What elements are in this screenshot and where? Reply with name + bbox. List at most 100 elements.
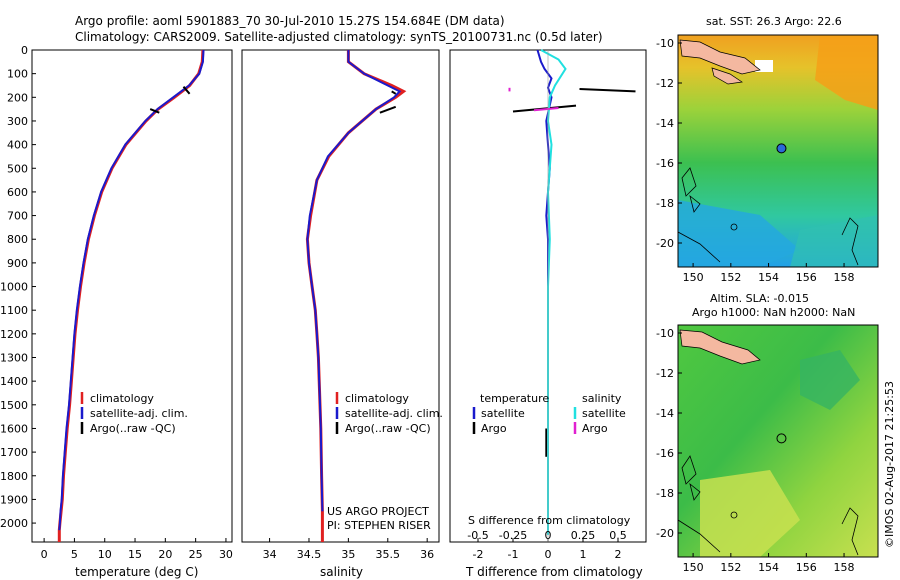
- sst-lat-ticklabel: -10: [656, 37, 674, 50]
- sst-map-xticks: 150 152 154 156 158: [683, 263, 855, 284]
- sst-warm-patch: [815, 35, 878, 110]
- legend-argo-label: Argo(..raw -QC): [345, 422, 431, 435]
- sla-map-title-2: Argo h1000: NaN h2000: NaN: [692, 306, 855, 319]
- temperature-legend: climatology satellite-adj. clim. Argo(..…: [80, 392, 188, 435]
- temperature-x-ticklabel: 10: [98, 548, 112, 561]
- sst-coast-3: [841, 217, 859, 266]
- sst-cloud-mask: [755, 60, 773, 72]
- salinity-xticks: 34 34.5 35 35.5 36: [263, 538, 434, 561]
- s-difference-ticklabel: -0.25: [499, 529, 527, 542]
- temperature-yticks: 0 100 200 300 400 500 600 700 800 900 1000 1100 1200…: [0, 44, 36, 530]
- depth-ticklabel: 200: [7, 91, 28, 104]
- depth-ticklabel: 500: [7, 162, 28, 175]
- sst-land-2: [711, 67, 743, 85]
- sst-lon-ticklabel: 156: [796, 271, 817, 284]
- sst-cool-patch-2: [790, 215, 878, 267]
- sla-coast-3: [841, 507, 859, 556]
- satellite-adj-clim--line: [58, 49, 205, 531]
- sla-low-patch: [700, 470, 800, 557]
- sla-map-yticks: -10 -12 -14 -16 -18 -20: [656, 327, 682, 540]
- depth-ticklabel: 1700: [0, 446, 28, 459]
- difference-series: [508, 49, 636, 542]
- sst-lon-ticklabel: 158: [834, 271, 855, 284]
- imos-credit: ©IMOS 02-Aug-2017 21:25:53: [883, 381, 896, 548]
- legend-climatology-label: climatology: [90, 392, 154, 405]
- sst-reef-marker: [730, 223, 738, 231]
- depth-ticklabel: 1800: [0, 470, 28, 483]
- sst-map-title: sat. SST: 26.3 Argo: 22.6: [706, 15, 842, 28]
- sla-lon-ticklabel: 150: [683, 561, 704, 574]
- argo-raw-qc--segment-1: [379, 105, 397, 114]
- legend-climatology-label: climatology: [345, 392, 409, 405]
- sla-argo-marker: [776, 433, 787, 444]
- sst-lat-ticklabel: -14: [656, 117, 674, 130]
- argo-raw-qc--segment-0: [182, 86, 191, 95]
- s-difference-ticklabel: -0.5: [467, 529, 488, 542]
- sst-argo-marker: [776, 143, 787, 154]
- sst-cool-patch: [678, 200, 800, 267]
- depth-ticklabel: 1500: [0, 399, 28, 412]
- difference-x-ticklabel: 0: [545, 548, 552, 561]
- legend-s-satellite-label: satellite: [582, 407, 626, 420]
- depth-ticklabel: 600: [7, 186, 28, 199]
- temperature-x-ticklabel: 5: [71, 548, 78, 561]
- sla-map-frame: [677, 324, 879, 558]
- sst-coast-2: [677, 231, 721, 263]
- sst-map-yticks: -10 -12 -14 -16 -18 -20: [656, 37, 682, 250]
- sla-coast-2: [677, 519, 721, 553]
- depth-ticklabel: 1400: [0, 375, 28, 388]
- sst-lat-ticklabel: -18: [656, 197, 674, 210]
- temperature-x-ticklabel: 15: [128, 548, 142, 561]
- salinity-x-ticklabel: 34: [263, 548, 277, 561]
- sla-lat-ticklabel: -18: [656, 487, 674, 500]
- sla-map-title-1: Altim. SLA: -0.015: [710, 292, 809, 305]
- sla-lat-ticklabel: -16: [656, 447, 674, 460]
- sla-lon-ticklabel: 152: [720, 561, 741, 574]
- sst-lon-ticklabel: 152: [720, 271, 741, 284]
- sst-lon-ticklabel: 150: [683, 271, 704, 284]
- sla-lon-ticklabel: 158: [834, 561, 855, 574]
- sst-land: [679, 39, 761, 75]
- depth-ticklabel: 1000: [0, 281, 28, 294]
- temperature-series: [57, 49, 205, 542]
- difference-xticks: -2 -1 0 1 2: [473, 538, 622, 561]
- salinity-x-ticklabel: 34.5: [297, 548, 322, 561]
- depth-ticklabel: 1300: [0, 352, 28, 365]
- s-difference-ticklabels: -0.5 -0.25 0 0.25 0.5: [467, 529, 626, 542]
- sla-reef-marker: [730, 511, 738, 519]
- salinity-legend: climatology satellite-adj. clim. Argo(..…: [335, 392, 443, 435]
- sst-coast-1: [681, 167, 701, 213]
- salinity-x-ticklabel: 35.5: [376, 548, 401, 561]
- pi-annotation: PI: STEPHEN RISER: [327, 519, 431, 532]
- t-difference-label: T difference from climatology: [465, 565, 643, 579]
- argo-raw-qc--segment-1: [149, 108, 160, 114]
- salinity-xlabel: salinity: [320, 565, 363, 579]
- depth-ticklabel: 0: [21, 44, 28, 57]
- satellite-adj-clim--line: [306, 50, 402, 512]
- depth-ticklabel: 300: [7, 115, 28, 128]
- s-difference-label: S difference from climatology: [468, 514, 631, 527]
- legend-argo-label: Argo(..raw -QC): [90, 422, 176, 435]
- temperature-x-ticklabel: 0: [41, 548, 48, 561]
- depth-ticklabel: 900: [7, 257, 28, 270]
- depth-ticklabel: 100: [7, 68, 28, 81]
- depth-ticklabel: 1100: [0, 304, 28, 317]
- sla-lon-ticklabel: 156: [796, 561, 817, 574]
- salinity-series: [305, 50, 407, 542]
- legend-t-argo-label: Argo: [481, 422, 507, 435]
- sla-lat-ticklabel: -14: [656, 407, 674, 420]
- sst-lat-ticklabel: -12: [656, 77, 674, 90]
- legend-temperature-heading: temperature: [480, 392, 549, 405]
- temperature-x-ticklabel: 30: [219, 548, 233, 561]
- depth-ticklabel: 1600: [0, 422, 28, 435]
- sla-lat-ticklabel: -10: [656, 327, 674, 340]
- salinity-panel: 34 34.5 35 35.5 36 climatology satellite-adj…: [241, 49, 443, 579]
- temperature-xlabel: temperature (deg C): [75, 565, 198, 579]
- sst-lat-ticklabel: -20: [656, 237, 674, 250]
- depth-ticklabel: 1900: [0, 493, 28, 506]
- salinity-axes: [241, 49, 440, 543]
- legend-s-argo-label: Argo: [582, 422, 608, 435]
- legend-satellite-label: satellite-adj. clim.: [345, 407, 443, 420]
- depth-ticklabel: 700: [7, 210, 28, 223]
